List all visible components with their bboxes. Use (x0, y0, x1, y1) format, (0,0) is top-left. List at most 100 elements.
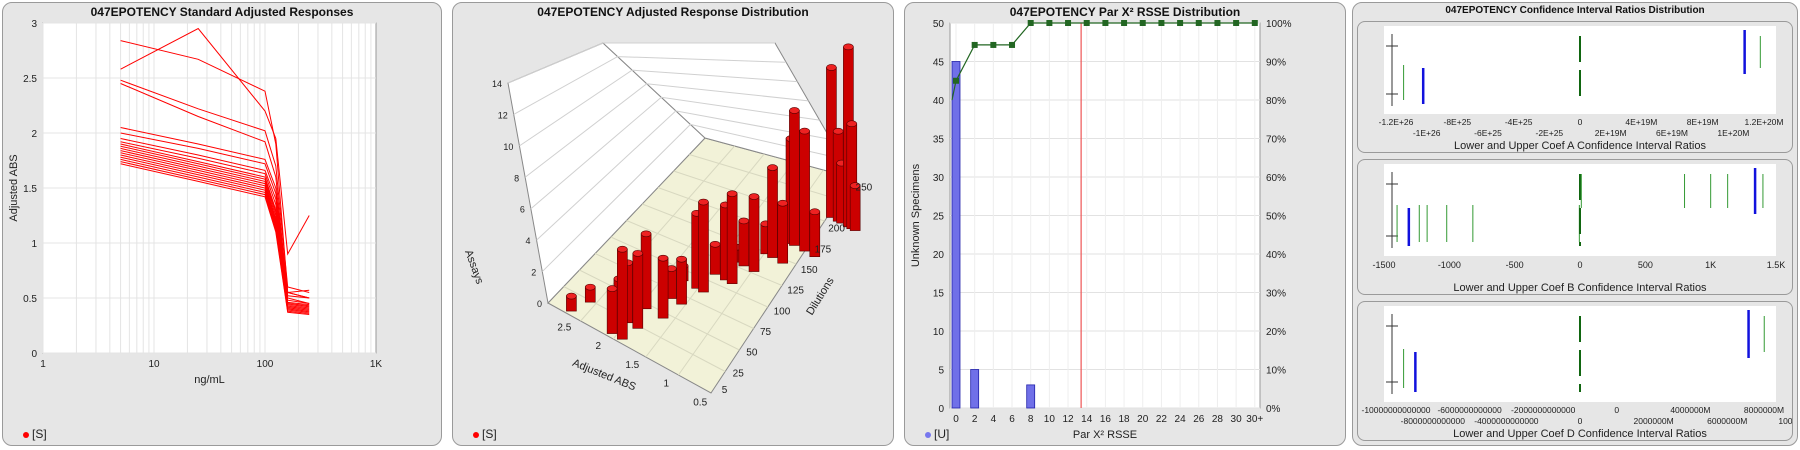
bar-3d-top (657, 254, 669, 262)
series-line (120, 132, 310, 294)
bar-3d-top (826, 64, 837, 71)
legend-dot-icon (473, 431, 479, 438)
x-tick-label: 0.5 (693, 397, 707, 408)
legend-label: [U] (934, 427, 950, 441)
y-tick-label: 25 (933, 212, 945, 223)
y-tick-label: 0 (31, 349, 37, 360)
y-tick-label: 20 (933, 250, 945, 261)
x-tick-label: 14 (1081, 414, 1093, 425)
cumulative-marker (1177, 20, 1184, 26)
x-tick-label: 500 (1638, 260, 1653, 270)
cumulative-marker (1139, 20, 1146, 26)
bar-3d (606, 288, 618, 334)
z-tick-label: 2 (531, 268, 536, 278)
x-tick-label-top: -10000000000000 (1361, 405, 1430, 415)
x-tick-label: 1K (1705, 260, 1716, 270)
ci-coef-a-subpanel: -1.2E+26 -8E+25 -4E+25 0 4E+19M 8E+19M 1.2E+20… (1357, 21, 1793, 153)
chart-title: 047EPOTENCY Par X² RSSE Distribution (1009, 5, 1241, 19)
series-line (120, 143, 310, 306)
y-tick-label: 250 (856, 182, 873, 193)
y2-tick-label: 90% (1266, 58, 1286, 69)
z-tick-label: 6 (520, 205, 525, 215)
x-axis-label: Lower and Upper Coef D Confidence Interv… (1453, 428, 1707, 440)
series-line (120, 163, 310, 315)
bar (1026, 384, 1036, 409)
x-axis-label: Lower and Upper Coef A Confidence Interv… (1454, 140, 1706, 152)
series-line (120, 154, 310, 311)
bar-3d-top (809, 208, 821, 216)
x-tick-label: 12 (1062, 414, 1074, 425)
ci-coef-a-chart: -1.2E+26 -8E+25 -4E+25 0 4E+19M 8E+19M 1.2E+20… (1379, 26, 1784, 152)
chart-legend: [S] (473, 427, 497, 441)
y-tick-label: 5 (938, 366, 944, 377)
bar-3d-top (676, 255, 687, 263)
x-tick-label-top: 0 (1578, 117, 1583, 127)
x-tick-label: 2.5 (557, 322, 571, 333)
series-line (120, 147, 310, 308)
x-tick-label: 1 (663, 379, 669, 390)
floor-grid-line (580, 145, 735, 322)
x-tick-label-bottom: -1E+26 (1413, 128, 1441, 138)
ci-coef-d-chart: -10000000000000 -6000000000000 -2000000000… (1361, 306, 1792, 440)
x-tick-label: 18 (1119, 414, 1131, 425)
x-tick-label: 10 (148, 359, 160, 370)
x-axis-label: Lower and Upper Coef B Confidence Interv… (1453, 282, 1707, 294)
x-tick-label: 28 (1212, 414, 1224, 425)
ci-coef-b-subpanel: -1500 -1000 -500 0 500 1K 1.5K Lower and Upper … (1357, 159, 1793, 295)
y-tick-label: 50 (746, 348, 758, 359)
chart-title: 047EPOTENCY Adjusted Response Distributi… (537, 5, 809, 19)
legend-label: [S] (32, 427, 47, 441)
cumulative-marker (990, 41, 997, 48)
y-tick-label: 30 (933, 173, 945, 184)
x-tick-label-top: 1.2E+20M (1745, 117, 1784, 127)
bar-3d-top (799, 127, 810, 135)
y-tick-label: 40 (933, 96, 945, 107)
bar-3d-top (709, 240, 721, 248)
y2-tick-label: 10% (1266, 366, 1286, 377)
ci-ratios-panel: 047EPOTENCY Confidence Interval Ratios D… (1352, 2, 1798, 446)
bar-3d-top (748, 193, 760, 200)
series-line (120, 79, 310, 293)
y2-tick-label: 70% (1266, 135, 1286, 146)
wall-grid-line (536, 110, 831, 241)
x-tick-label: 16 (1100, 414, 1112, 425)
x-tick-label: 1.5 (625, 360, 639, 371)
bar-3d-top (617, 245, 628, 253)
y2-tick-label: 60% (1266, 173, 1286, 184)
y2-tick-label: 30% (1266, 289, 1286, 300)
bar-3d-top (640, 230, 652, 238)
x-tick-label: 0 (953, 414, 959, 425)
x-tick-label-top: 4000000M (1670, 405, 1710, 415)
y2-tick-label: 0% (1266, 404, 1281, 415)
bar-3d (632, 253, 644, 329)
x-tick-label: 2 (596, 341, 602, 352)
x-axis-label: Par X² RSSE (1073, 429, 1137, 441)
x-tick-label: 4 (991, 414, 997, 425)
x-tick-label-top: 0 (1614, 405, 1619, 415)
standard-responses-chart: 0 0.5 1 1.5 2 2.5 3 1 10 100 1K ng/mL Adjusted ABS (8, 19, 382, 386)
x-tick-label-bottom: 2E+19M (1595, 128, 1627, 138)
x-tick-label-bottom: -2E+25 (1536, 128, 1564, 138)
bar-3d (698, 201, 709, 293)
z-tick-label: 8 (514, 173, 519, 183)
bar-3d-top (632, 250, 644, 257)
bar-3d-top (789, 107, 800, 114)
bar-3d (748, 196, 760, 272)
y-tick-label: 200 (828, 224, 845, 235)
bar (951, 61, 961, 409)
x-tick-label-top: 8E+19M (1687, 117, 1719, 127)
x-tick-label: 30 (1231, 414, 1243, 425)
series-line (120, 145, 310, 307)
x-tick-label-bottom: 2000000M (1634, 416, 1674, 426)
x-axis-label: ng/mL (194, 374, 225, 386)
y-tick-label: 1.5 (23, 184, 37, 195)
series-line (120, 127, 310, 299)
x-tick-label: 6 (1009, 414, 1015, 425)
cumulative-marker (1102, 20, 1109, 26)
x-tick-label: 20 (1137, 414, 1149, 425)
response-distribution-panel: 047EPOTENCY Adjusted Response Distributi… (452, 2, 894, 446)
x-tick-label: 24 (1175, 414, 1187, 425)
rsse-distribution-chart: 051015202530354045500%10%20%30%40%50%60%… (910, 19, 1292, 441)
y-tick-label: 35 (933, 135, 945, 146)
y2-tick-label: 40% (1266, 250, 1286, 261)
